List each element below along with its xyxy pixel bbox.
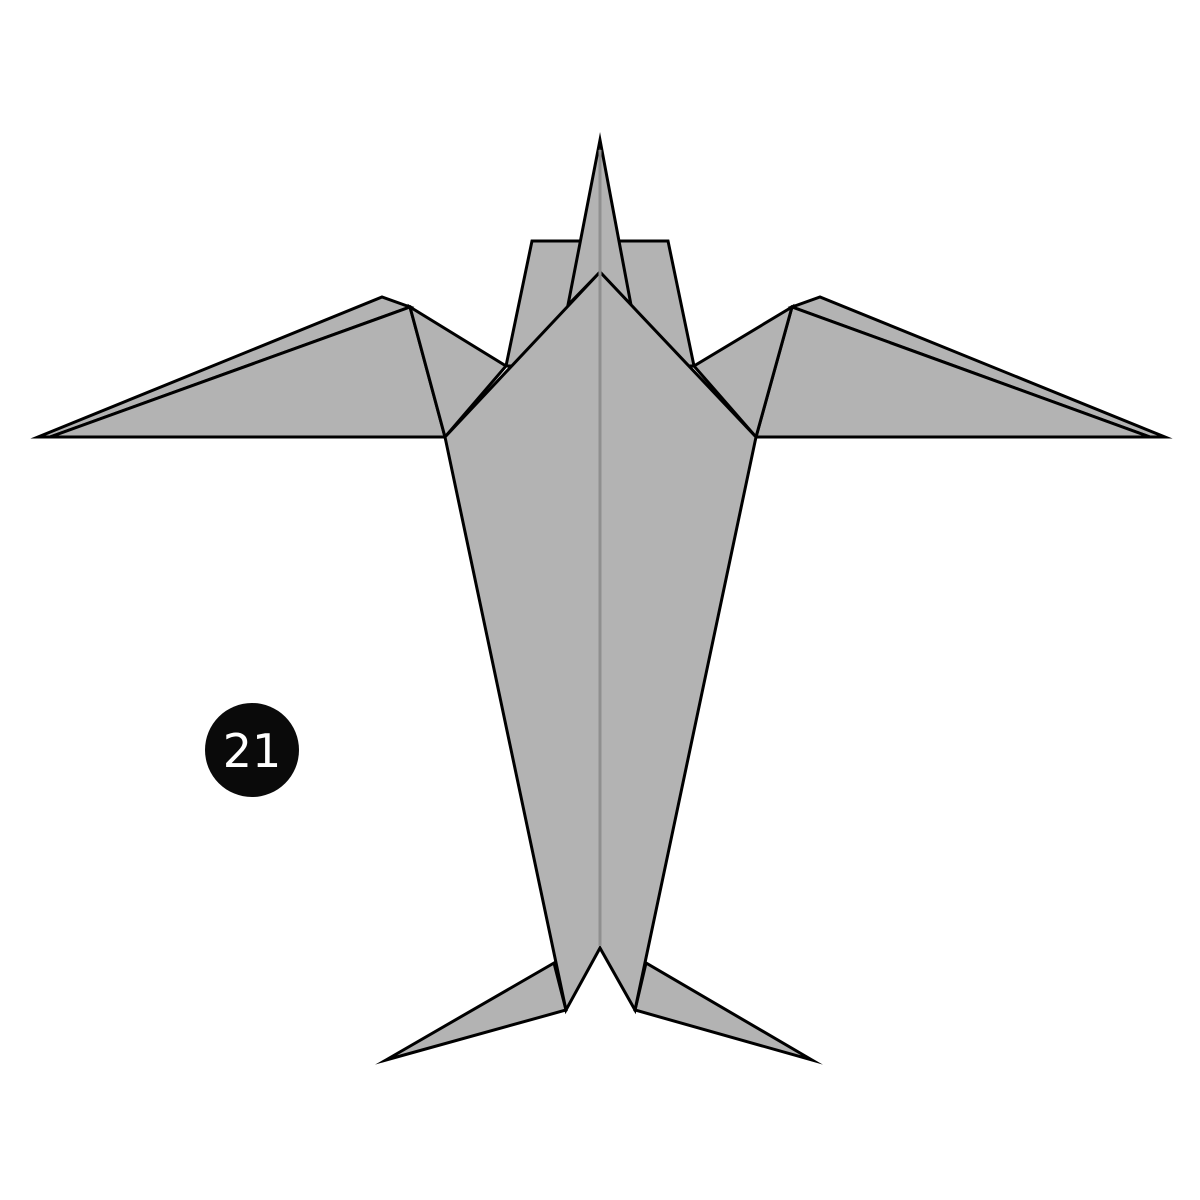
left-shoulder: [407, 303, 509, 441]
right-shoulder: [691, 303, 795, 441]
right-tail: [633, 960, 823, 1065]
left-wing: [41, 305, 447, 439]
step-number-badge: 21: [205, 703, 299, 797]
right-wing: [754, 305, 1159, 439]
step-number: 21: [223, 724, 282, 778]
step-badge-circle: [205, 703, 299, 797]
left-tail: [375, 960, 568, 1065]
